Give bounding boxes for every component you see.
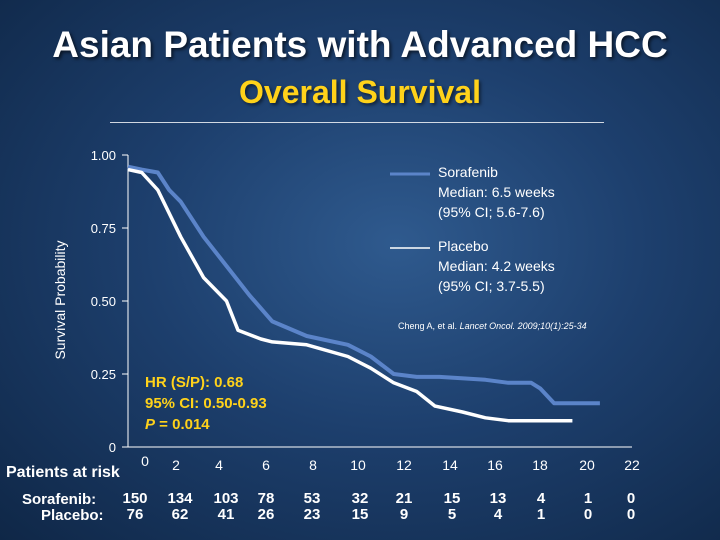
risk-value-sorafenib: 134 [167, 490, 193, 507]
legend-sorafenib: Sorafenib Median: 6.5 weeks (95% CI; 5.6… [390, 162, 555, 222]
risk-value-sorafenib: 13 [489, 490, 507, 507]
survival-curves [127, 164, 600, 423]
x-tick-label: 0 [141, 453, 149, 469]
risk-value-placebo: 0 [583, 506, 593, 523]
p-label: P [145, 416, 156, 433]
risk-value-placebo: 5 [447, 506, 457, 523]
risk-value-sorafenib: 78 [257, 490, 275, 507]
hazard-ratio: HR (S/P): 0.68 [145, 374, 244, 391]
risk-value-placebo: 23 [303, 506, 321, 523]
y-axis-title: Survival Probability [52, 240, 68, 360]
legend-placebo-ci: (95% CI; 3.7-5.5) [438, 278, 545, 294]
legend-placebo-median: Median: 4.2 weeks [438, 258, 555, 274]
confidence-interval: 95% CI: 0.50-0.93 [145, 395, 267, 412]
risk-value-sorafenib: 21 [395, 490, 413, 507]
risk-row-label-placebo: Placebo: [41, 507, 104, 524]
legend-swatch-sorafenib [390, 172, 430, 176]
x-tick-label: 4 [215, 457, 223, 473]
legend-sorafenib-median: Median: 6.5 weeks [438, 184, 555, 200]
legend-placebo: Placebo Median: 4.2 weeks (95% CI; 3.7-5… [390, 236, 555, 296]
risk-value-placebo: 26 [257, 506, 275, 523]
legend-sorafenib-ci: (95% CI; 5.6-7.6) [438, 204, 545, 220]
x-tick-label: 10 [350, 457, 366, 473]
risk-value-placebo: 4 [493, 506, 503, 523]
chart-axes [122, 154, 632, 448]
x-tick-label: 20 [579, 457, 595, 473]
citation-authors: Cheng A, et al. [398, 321, 458, 331]
x-tick-label: 12 [396, 457, 412, 473]
p-value: P = 0.014 [145, 414, 267, 435]
risk-value-placebo: 0 [626, 506, 636, 523]
slide-subtitle: Overall Survival [239, 74, 481, 110]
risk-value-placebo: 76 [126, 506, 144, 523]
risk-row-label-sorafenib: Sorafenib: [22, 491, 97, 508]
risk-value-sorafenib: 4 [536, 490, 546, 507]
x-tick-label: 2 [172, 457, 180, 473]
y-tick-label: 0.50 [91, 294, 116, 309]
risk-value-placebo: 62 [171, 506, 189, 523]
p-value-number: = 0.014 [155, 416, 210, 433]
risk-value-sorafenib: 1 [583, 490, 593, 507]
risk-value-placebo: 15 [351, 506, 369, 523]
risk-value-sorafenib: 103 [213, 490, 239, 507]
risk-value-placebo: 1 [536, 506, 546, 523]
y-tick-label: 0 [109, 440, 116, 455]
x-tick-label: 6 [262, 457, 270, 473]
x-tick-labels: 0 2 4 6 8 10 12 14 16 18 20 22 [141, 453, 640, 473]
legend-placebo-name: Placebo [438, 238, 489, 254]
risk-value-sorafenib: 53 [303, 490, 321, 507]
y-tick-labels: 1.00 0.75 0.50 0.25 0 [91, 148, 116, 455]
risk-value-sorafenib: 0 [626, 490, 636, 507]
title-divider [110, 122, 604, 123]
x-tick-label: 8 [309, 457, 317, 473]
risk-value-placebo: 9 [399, 506, 409, 523]
x-tick-label: 16 [487, 457, 503, 473]
risk-value-sorafenib: 32 [351, 490, 369, 507]
y-tick-label: 1.00 [91, 148, 116, 163]
citation-journal: Lancet Oncol [459, 321, 513, 331]
risk-value-sorafenib: 150 [122, 490, 148, 507]
legend-sorafenib-name: Sorafenib [438, 164, 498, 180]
x-tick-label: 14 [442, 457, 458, 473]
hazard-ratio-annotation: HR (S/P): 0.68 95% CI: 0.50-0.93 P = 0.0… [145, 372, 267, 435]
risk-value-sorafenib: 15 [443, 490, 461, 507]
citation: Cheng A, et al. Lancet Oncol. 2009;10(1)… [398, 321, 587, 331]
series-line-placebo [127, 167, 573, 423]
citation-ref: . 2009;10(1):25-34 [512, 321, 587, 331]
slide-title: Asian Patients with Advanced HCC [52, 24, 668, 65]
x-tick-label: 18 [532, 457, 548, 473]
risk-value-placebo: 41 [217, 506, 235, 523]
series-line-sorafenib [127, 164, 600, 406]
x-tick-label: 22 [624, 457, 640, 473]
y-tick-label: 0.25 [91, 367, 116, 382]
risk-table-header: Patients at risk [6, 464, 120, 481]
legend-swatch-placebo [390, 247, 430, 249]
y-tick-label: 0.75 [91, 221, 116, 236]
